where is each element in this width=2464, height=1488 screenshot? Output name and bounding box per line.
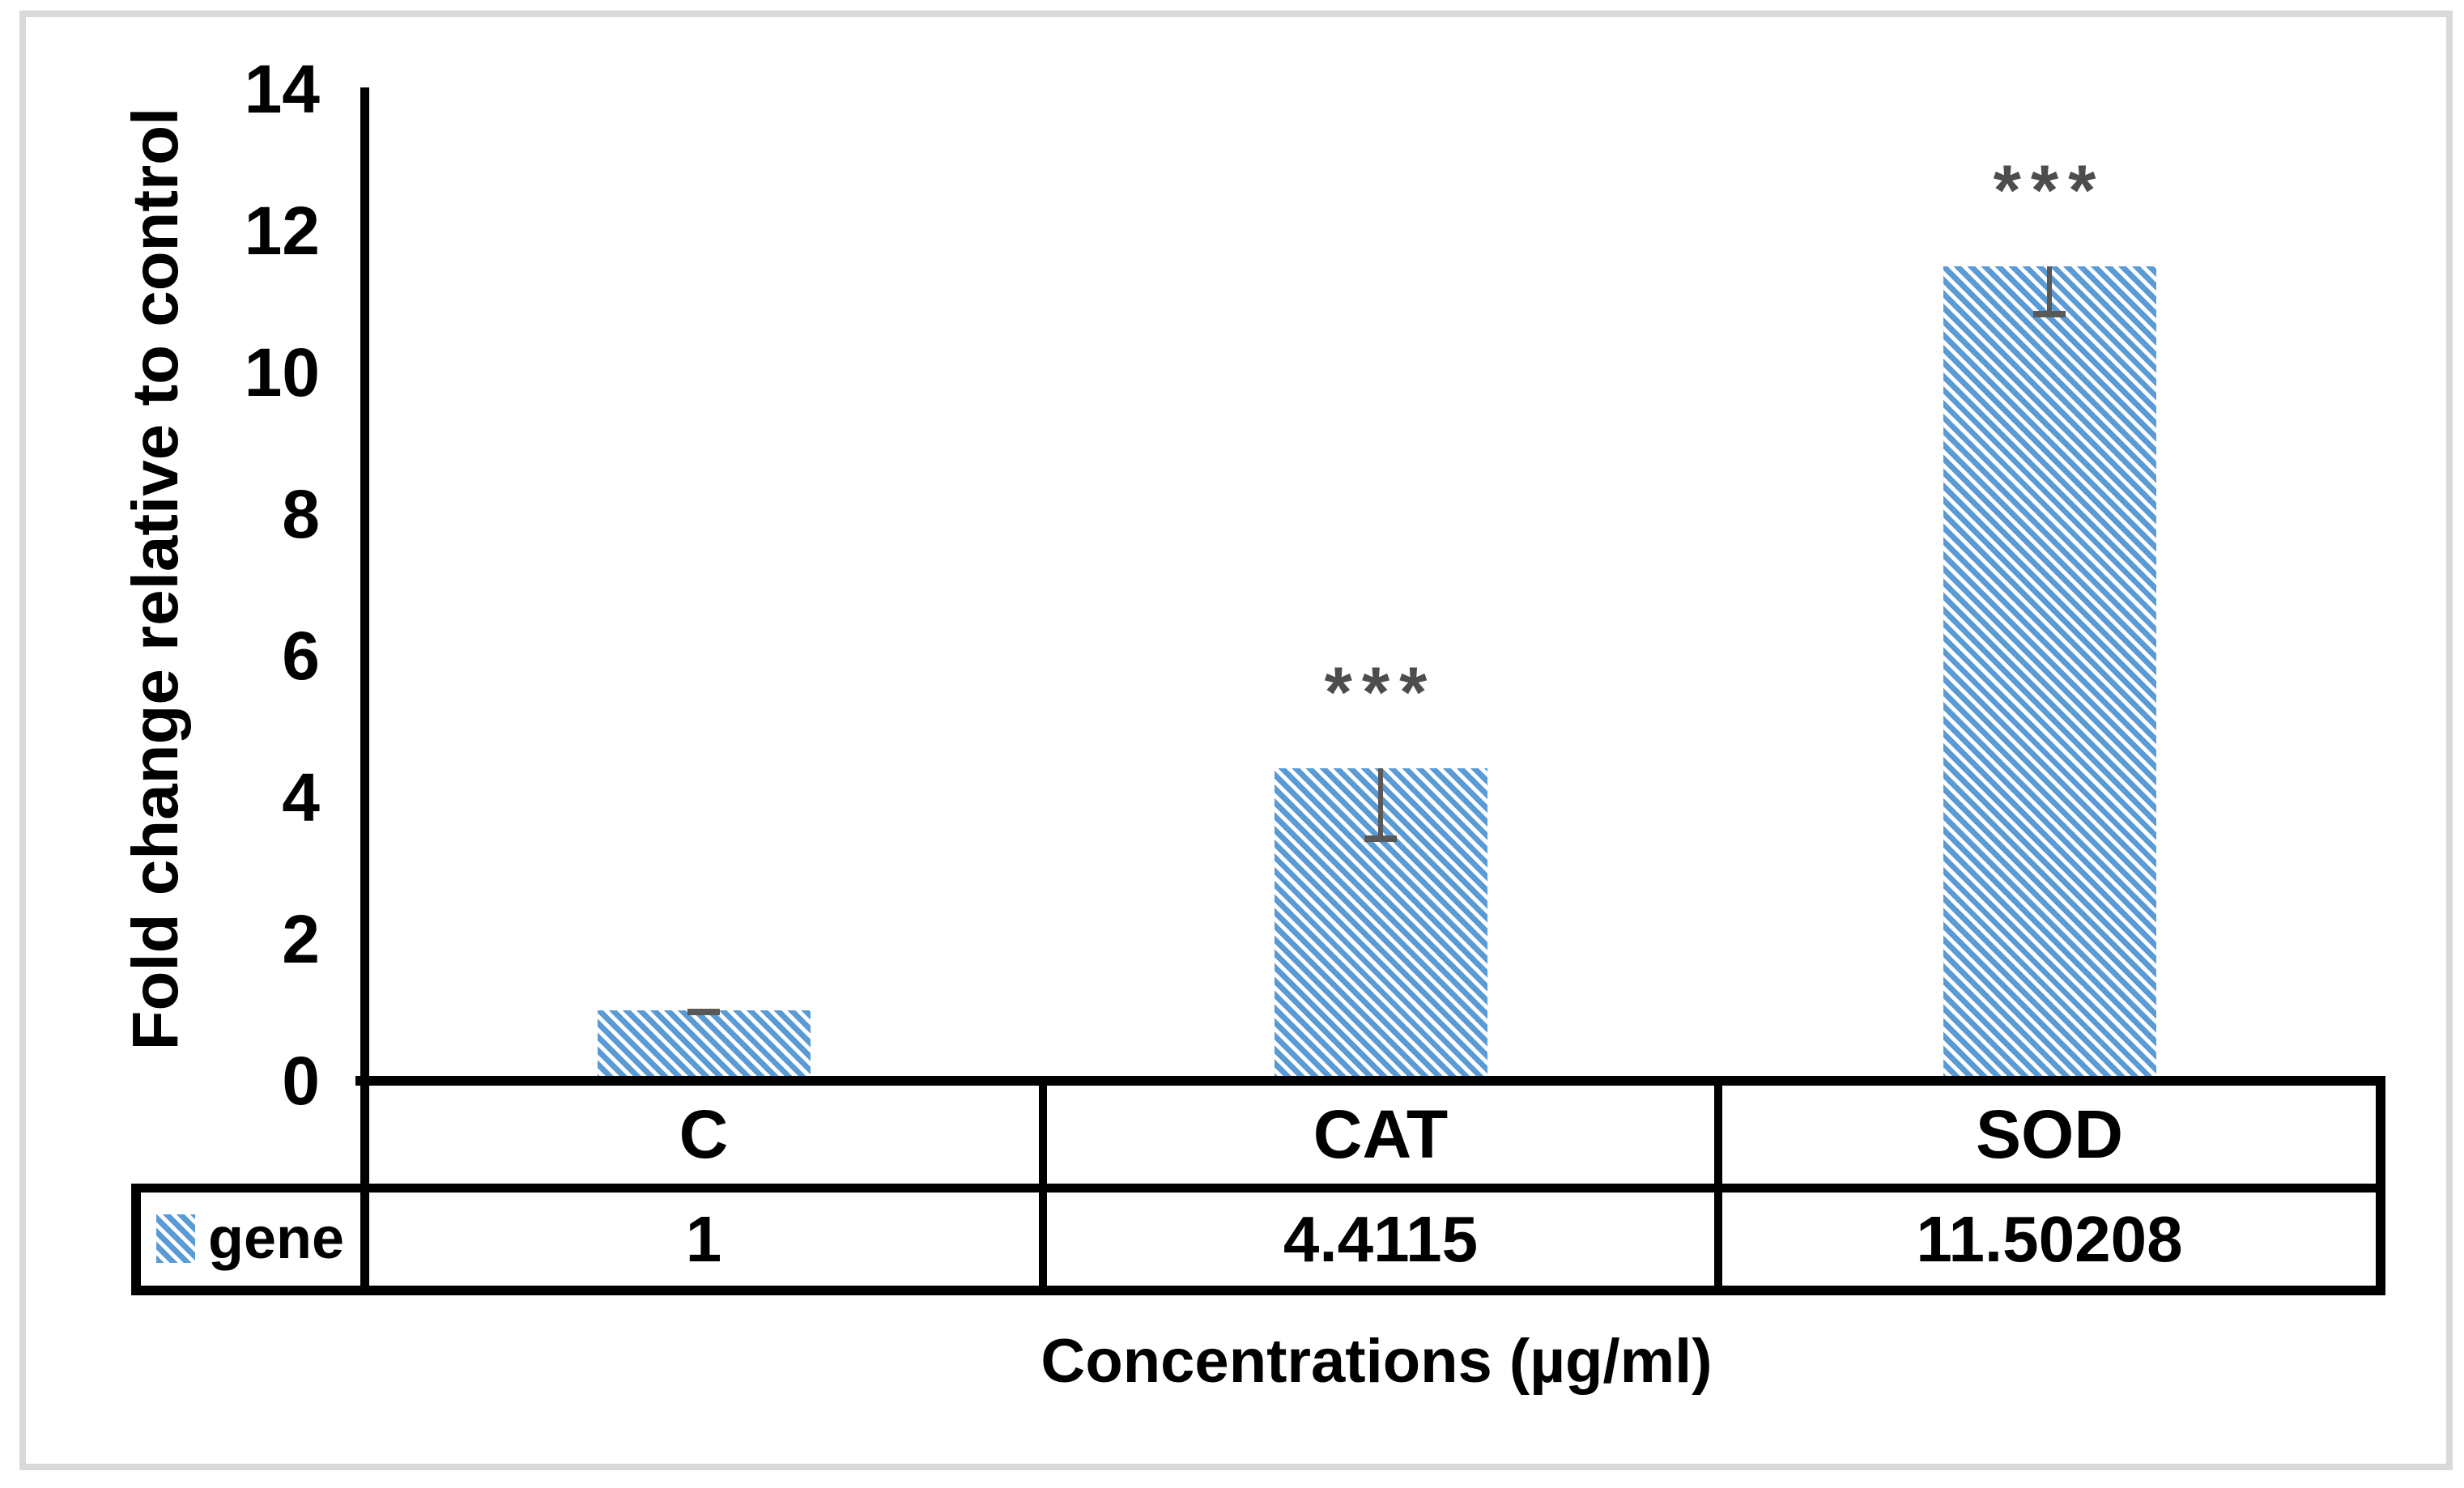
value-cell: 4.4115 <box>1283 1202 1479 1275</box>
bar <box>1943 266 2156 1081</box>
table-legend-left-border <box>131 1184 141 1295</box>
x-axis-title: Concentrations (µg/ml) <box>1040 1327 1713 1396</box>
error-bar-cap <box>687 1009 720 1015</box>
error-bar-cap <box>2033 311 2066 317</box>
category-cell: SOD <box>1975 1096 2124 1172</box>
y-tick-label: 0 <box>282 1043 320 1119</box>
table-column-border <box>1714 1076 1722 1295</box>
significance-marker: *** <box>1993 150 2106 230</box>
category-cell: C <box>679 1096 729 1172</box>
table-column-border <box>1039 1076 1047 1295</box>
y-tick-label: 14 <box>244 51 320 127</box>
value-cell: 11.50208 <box>1916 1202 2183 1275</box>
table-bottom-border <box>131 1286 2385 1295</box>
figure-frame <box>19 11 2453 1470</box>
y-tick-label: 10 <box>244 334 320 410</box>
y-tick-label: 12 <box>244 193 320 269</box>
y-tick-label: 2 <box>282 901 320 977</box>
table-row-divider <box>131 1184 2385 1193</box>
bar <box>598 1010 811 1082</box>
y-tick-label: 8 <box>282 476 320 552</box>
significance-marker: *** <box>1324 652 1437 732</box>
error-bar-line <box>1378 768 1383 840</box>
error-bar-cap <box>1364 835 1397 842</box>
y-tick-label: 4 <box>282 759 320 835</box>
legend-label: gene <box>207 1206 345 1271</box>
table-right-border <box>2376 1076 2385 1295</box>
legend-swatch-striped-icon <box>155 1214 195 1263</box>
value-cell: 1 <box>685 1202 722 1275</box>
legend-cell: gene <box>136 1188 364 1289</box>
category-cell: CAT <box>1313 1096 1449 1172</box>
x-axis-line <box>355 1076 2385 1086</box>
error-bar-line <box>2047 266 2052 315</box>
y-tick-label: 6 <box>282 618 320 694</box>
y-axis-line <box>360 87 369 1295</box>
